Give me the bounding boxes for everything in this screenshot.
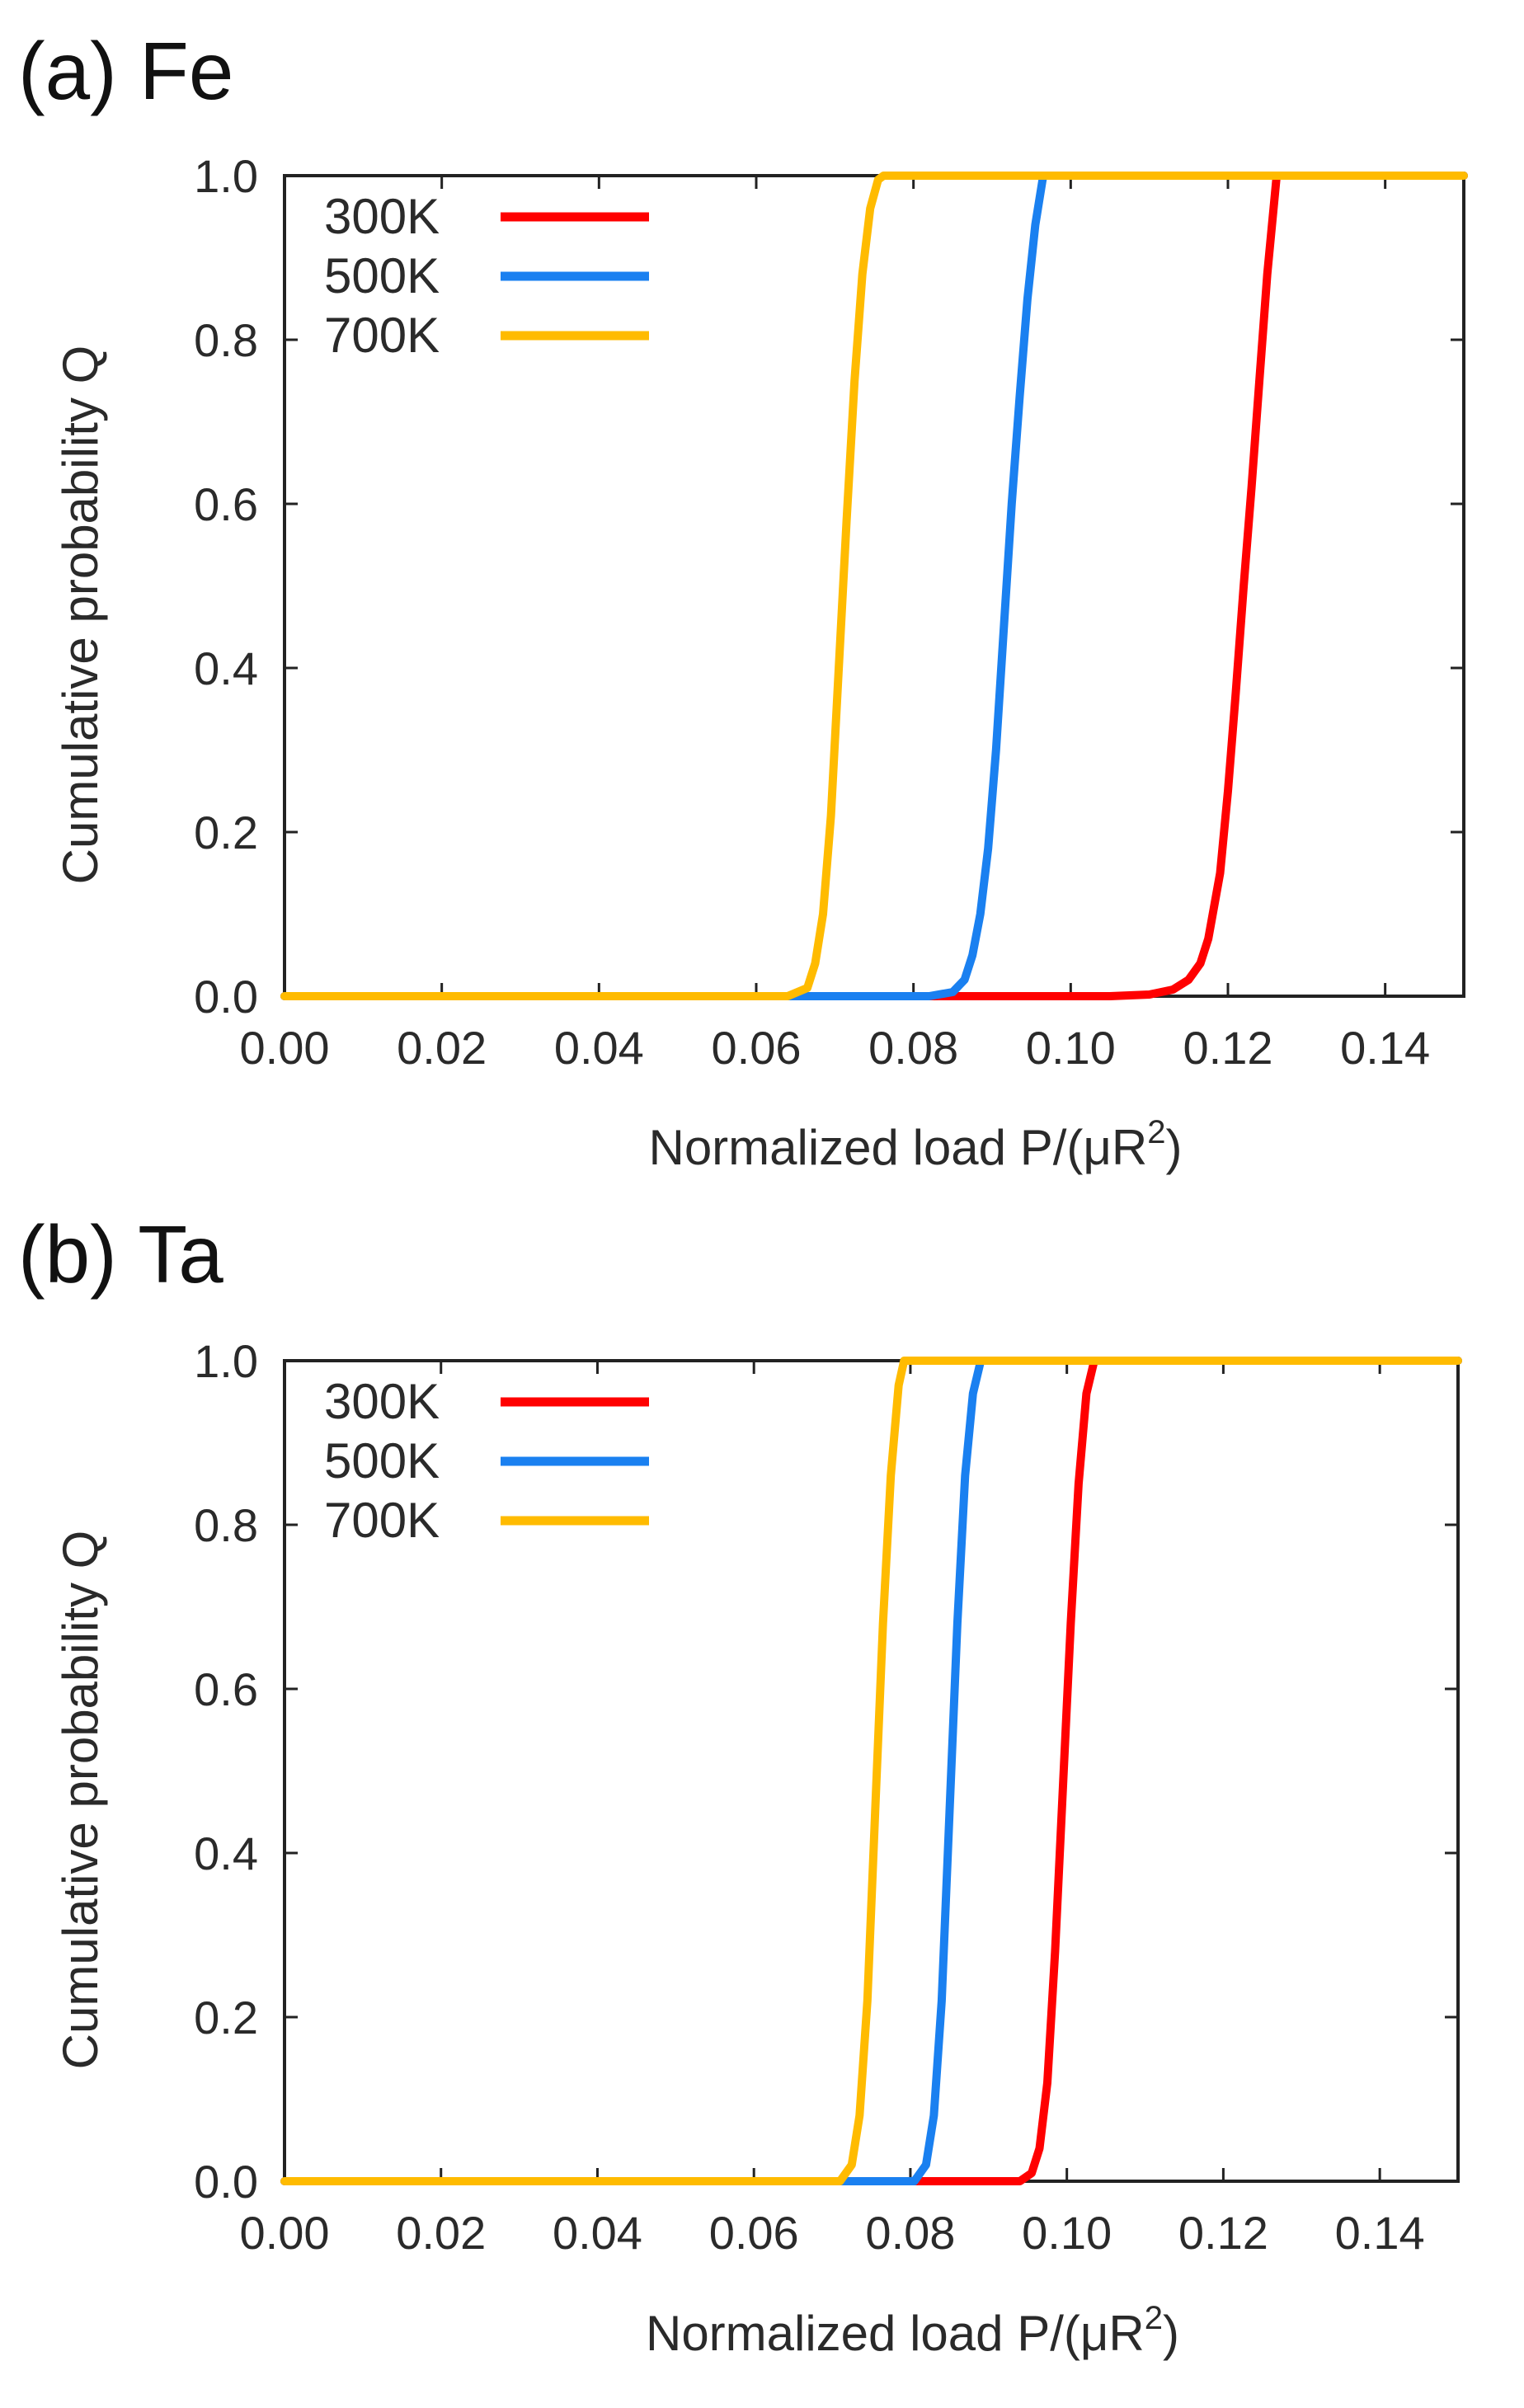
legend-label-300k: 300K <box>324 1374 440 1429</box>
y-tick-label: 0.2 <box>194 1992 258 2044</box>
x-tick-label: 0.06 <box>709 2207 799 2259</box>
y-tick-label: 1.0 <box>194 150 258 202</box>
x-tick-label: 0.02 <box>396 2207 486 2259</box>
x-axis-label: Normalized load P/(μR2) <box>646 2300 1179 2361</box>
y-tick-label: 0.8 <box>194 314 258 366</box>
series-line-300k <box>280 172 1468 1000</box>
plot-frame <box>283 174 1465 998</box>
chart-panel-ta: (b) Ta0.00 0.02 0.04 0.06 0.08 0.10 0.12 0.140.… <box>18 1209 1462 2361</box>
x-axis-label-superscript: 2 <box>1145 2300 1163 2336</box>
y-tick-label: 1.0 <box>194 1335 258 1387</box>
x-tick-label: 0.10 <box>1022 2207 1112 2259</box>
series-line-500k <box>280 172 1468 1000</box>
x-tick-label: 0.04 <box>553 2207 642 2259</box>
x-tick-label: 0.14 <box>1335 2207 1425 2259</box>
x-tick-label: 0.08 <box>865 2207 955 2259</box>
y-tick-label: 0.4 <box>194 642 258 694</box>
series-line-700k <box>280 1357 1462 2185</box>
x-tick-label: 0.12 <box>1183 1022 1273 1074</box>
y-tick-label: 0.4 <box>194 1827 258 1879</box>
x-tick-label: 0.06 <box>712 1022 802 1074</box>
legend-label-500k: 500K <box>324 1433 440 1489</box>
series-line-500k <box>280 1357 1462 2185</box>
legend-label-700k: 700K <box>324 1493 440 1548</box>
panel-title: (b) Ta <box>18 1209 223 1300</box>
y-tick-label: 0.0 <box>194 2156 258 2208</box>
x-tick-label: 0.14 <box>1340 1022 1430 1074</box>
x-axis-label-main: Normalized load P/(μR <box>646 2306 1145 2361</box>
x-tick-label: 0.02 <box>397 1022 487 1074</box>
x-axis-label-close: ) <box>1166 1120 1183 1175</box>
chart-panel-fe: (a) Fe0.00 0.02 0.04 0.06 0.08 0.10 0.12 0.140.… <box>18 26 1468 1175</box>
x-tick-label: 0.12 <box>1178 2207 1268 2259</box>
x-axis-label: Normalized load P/(μR2) <box>648 1114 1182 1175</box>
legend-label-300k: 300K <box>324 189 440 244</box>
x-axis-label-main: Normalized load P/(μR <box>648 1120 1147 1175</box>
panel-title: (a) Fe <box>18 26 233 116</box>
y-tick-label: 0.6 <box>194 1663 258 1715</box>
x-tick-label: 0.00 <box>240 2207 330 2259</box>
legend-label-500k: 500K <box>324 248 440 303</box>
y-axis-label: Cumulative probability Q <box>53 346 108 885</box>
y-tick-label: 0.6 <box>194 478 258 530</box>
x-axis-label-close: ) <box>1163 2306 1179 2361</box>
series-line-700k <box>280 172 1468 1000</box>
y-tick-label: 0.8 <box>194 1499 258 1551</box>
x-tick-label: 0.08 <box>868 1022 958 1074</box>
y-tick-label: 0.2 <box>194 807 258 858</box>
legend-label-700k: 700K <box>324 308 440 363</box>
x-tick-label: 0.00 <box>240 1022 330 1074</box>
plot-frame <box>283 1359 1460 2183</box>
y-tick-label: 0.0 <box>194 971 258 1023</box>
x-axis-label-superscript: 2 <box>1147 1114 1165 1150</box>
x-tick-label: 0.10 <box>1026 1022 1116 1074</box>
x-tick-label: 0.04 <box>554 1022 644 1074</box>
y-axis-label: Cumulative probability Q <box>53 1531 108 2070</box>
series-line-300k <box>280 1357 1462 2185</box>
